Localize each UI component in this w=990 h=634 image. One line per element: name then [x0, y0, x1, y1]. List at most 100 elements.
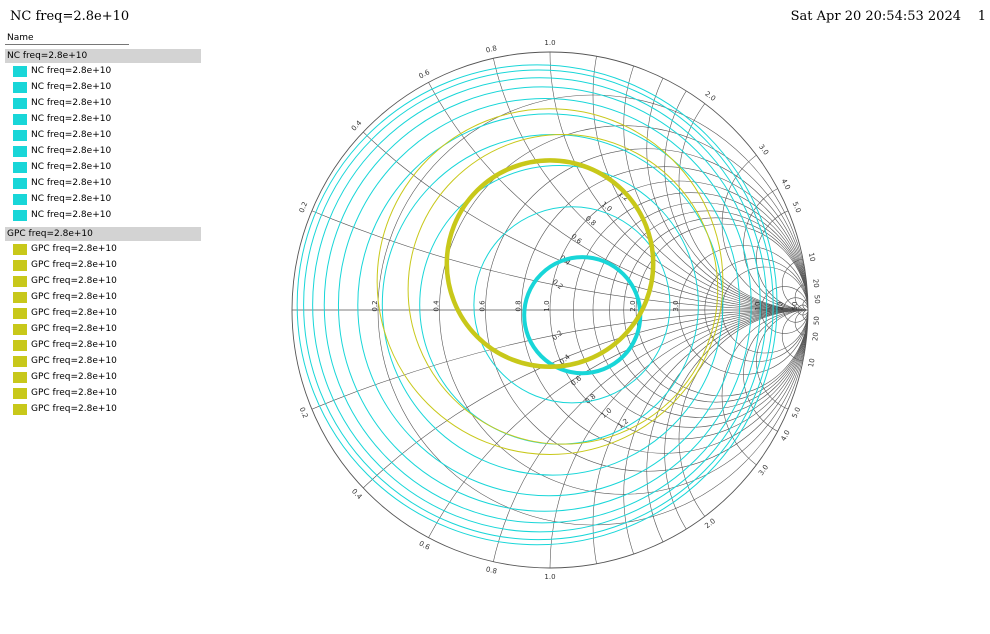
resistance-label: 3.0 [672, 300, 680, 311]
legend-item[interactable]: GPC freq=2.8e+10 [5, 401, 201, 417]
reactance-label: 3.0 [757, 143, 770, 157]
legend-item[interactable]: GPC freq=2.8e+10 [5, 353, 201, 369]
legend-item[interactable]: GPC freq=2.8e+10 [5, 369, 201, 385]
legend-swatch [13, 291, 27, 303]
reactance-arc [721, 137, 808, 311]
reactance-arc [756, 206, 808, 311]
reactance-label: 50 [813, 316, 821, 325]
legend-item-label: GPC freq=2.8e+10 [31, 324, 117, 334]
legend-swatch [13, 339, 27, 351]
legend-swatch [13, 307, 27, 319]
legend-item-label: NC freq=2.8e+10 [31, 194, 112, 204]
legend-item[interactable]: NC freq=2.8e+10 [5, 63, 201, 79]
legend-swatch [13, 209, 27, 221]
resistance-label: 0.8 [514, 300, 522, 311]
noise-circle-nc [473, 206, 671, 404]
reactance-label: 3.0 [757, 463, 770, 477]
resistance-label: 0.6 [479, 300, 487, 312]
legend-item-label: GPC freq=2.8e+10 [31, 404, 117, 414]
reactance-arc [678, 52, 808, 311]
noise-circle-gpc [407, 134, 719, 445]
reactance-arc [664, 52, 808, 311]
legend-swatch [13, 387, 27, 399]
reactance-label: 4.0 [779, 178, 791, 192]
inner-label: 0.6 [569, 374, 583, 388]
legend-groups: NC freq=2.8e+10 NC freq=2.8e+10 NC freq=2.… [5, 49, 201, 417]
legend-item[interactable]: NC freq=2.8e+10 [5, 143, 201, 159]
reactance-label: 10 [807, 358, 817, 368]
resistance-label: 0.4 [432, 300, 440, 312]
noise-circle-gpc [444, 158, 656, 370]
legend-item[interactable]: GPC freq=2.8e+10 [5, 289, 201, 305]
reactance-label: 0.2 [298, 406, 310, 419]
legend-swatch [13, 113, 27, 125]
legend-item-label: NC freq=2.8e+10 [31, 114, 112, 124]
legend-item[interactable]: NC freq=2.8e+10 [5, 207, 201, 223]
legend-group-header[interactable]: GPC freq=2.8e+10 [5, 227, 201, 241]
legend-swatch [13, 161, 27, 173]
legend-item-label: GPC freq=2.8e+10 [31, 340, 117, 350]
resistance-label: 0.2 [371, 300, 379, 311]
legend-item-label: GPC freq=2.8e+10 [31, 388, 117, 398]
reactance-arc [623, 52, 808, 311]
legend-item-label: NC freq=2.8e+10 [31, 82, 112, 92]
legend-item-label: NC freq=2.8e+10 [31, 178, 112, 188]
page-number: 1 [977, 9, 986, 24]
noise-circle-nc [522, 255, 643, 376]
reactance-arc [549, 309, 808, 568]
legend-item-label: GPC freq=2.8e+10 [31, 276, 117, 286]
legend-item[interactable]: NC freq=2.8e+10 [5, 159, 201, 175]
legend-item[interactable]: GPC freq=2.8e+10 [5, 337, 201, 353]
legend-item[interactable]: GPC freq=2.8e+10 [5, 385, 201, 401]
reactance-arc [743, 180, 808, 311]
legend-item[interactable]: GPC freq=2.8e+10 [5, 321, 201, 337]
reactance-arc [377, 309, 808, 568]
reactance-arc [743, 309, 808, 440]
reactance-label: 0.6 [418, 539, 432, 552]
reactance-arc [592, 309, 808, 568]
legend-swatch [13, 97, 27, 109]
reactance-arc [781, 258, 808, 311]
reactance-arc [678, 309, 808, 568]
reactance-label: 4.0 [779, 429, 791, 443]
reactance-arc [802, 299, 808, 311]
legend-item[interactable]: NC freq=2.8e+10 [5, 111, 201, 127]
reactance-arc [292, 309, 808, 568]
reactance-label: 10 [807, 252, 817, 262]
legend-item[interactable]: GPC freq=2.8e+10 [5, 257, 201, 273]
reactance-arc [623, 309, 808, 568]
legend-item-label: GPC freq=2.8e+10 [31, 244, 117, 254]
noise-circle-nc [296, 64, 778, 546]
legend-item[interactable]: NC freq=2.8e+10 [5, 191, 201, 207]
inner-label: 0.8 [584, 392, 598, 405]
legend-swatch [13, 259, 27, 271]
reactance-label: 0.8 [485, 44, 498, 54]
legend-item[interactable]: NC freq=2.8e+10 [5, 95, 201, 111]
legend-item[interactable]: NC freq=2.8e+10 [5, 175, 201, 191]
reactance-arc [802, 309, 808, 321]
resistance-label: 2.0 [629, 300, 637, 311]
legend-item-label: GPC freq=2.8e+10 [31, 356, 117, 366]
reactance-label: 50 [813, 295, 821, 304]
reactance-arc [292, 309, 808, 568]
noise-circle-nc [357, 113, 741, 497]
legend-group-header[interactable]: NC freq=2.8e+10 [5, 49, 201, 63]
noise-circle-nc [337, 97, 752, 512]
reactance-label: 0.4 [350, 119, 364, 133]
legend-item[interactable]: GPC freq=2.8e+10 [5, 305, 201, 321]
reactance-label: 2.0 [703, 90, 717, 103]
legend-item[interactable]: GPC freq=2.8e+10 [5, 241, 201, 257]
noise-circle-nc [312, 77, 768, 533]
noise-circle-gpc [376, 108, 724, 455]
reactance-arc [592, 52, 808, 311]
legend-swatch [13, 371, 27, 383]
legend-item[interactable]: NC freq=2.8e+10 [5, 127, 201, 143]
reactance-label: 0.4 [350, 487, 364, 501]
inner-label: 0.2 [551, 329, 565, 342]
legend-item[interactable]: NC freq=2.8e+10 [5, 79, 201, 95]
legend-item-label: NC freq=2.8e+10 [31, 162, 112, 172]
legend-item[interactable]: GPC freq=2.8e+10 [5, 273, 201, 289]
legend-swatch [13, 177, 27, 189]
